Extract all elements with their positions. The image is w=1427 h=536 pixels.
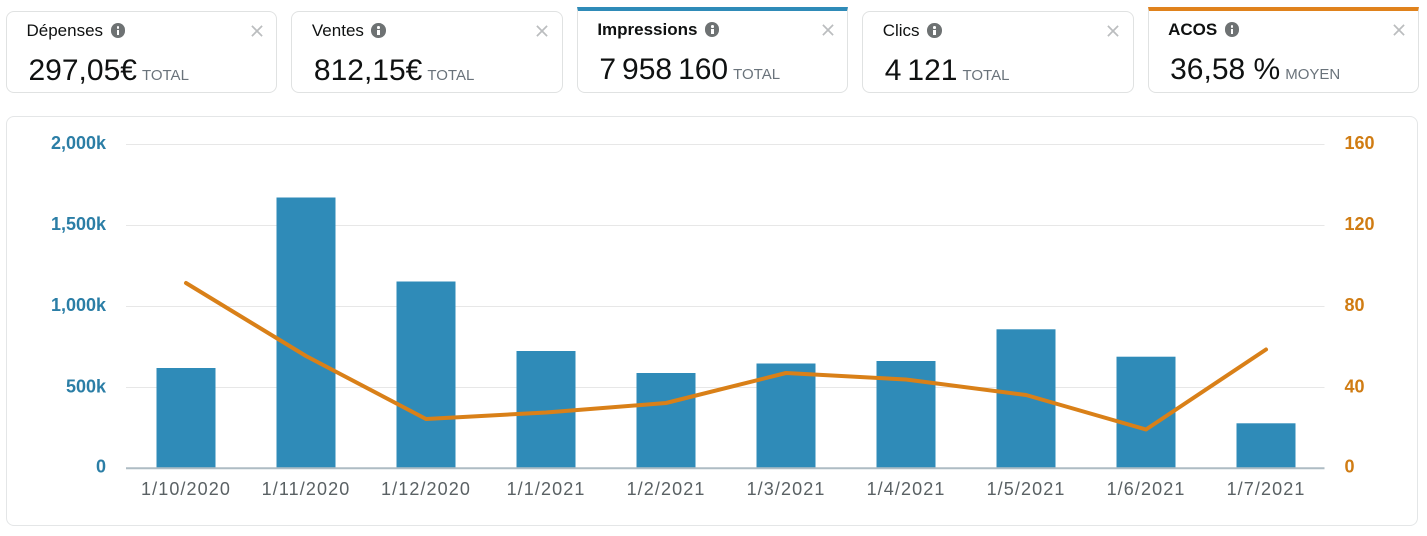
svg-text:1/5/2021: 1/5/2021 <box>987 479 1066 499</box>
svg-text:40: 40 <box>1345 376 1365 396</box>
svg-text:1/4/2021: 1/4/2021 <box>867 479 946 499</box>
svg-text:1,000k: 1,000k <box>51 295 107 315</box>
svg-text:500k: 500k <box>66 376 107 396</box>
svg-text:1/6/2021: 1/6/2021 <box>1107 479 1186 499</box>
svg-text:1/7/2021: 1/7/2021 <box>1227 479 1306 499</box>
svg-text:1/1/2021: 1/1/2021 <box>507 479 586 499</box>
svg-text:1/11/2020: 1/11/2020 <box>262 479 351 499</box>
svg-text:2,000k: 2,000k <box>51 133 107 153</box>
svg-text:1,500k: 1,500k <box>51 214 107 234</box>
svg-text:1/3/2021: 1/3/2021 <box>747 479 826 499</box>
svg-text:1/10/2020: 1/10/2020 <box>141 479 231 499</box>
svg-text:1/2/2021: 1/2/2021 <box>627 479 706 499</box>
svg-text:160: 160 <box>1345 133 1375 153</box>
svg-text:120: 120 <box>1345 214 1375 234</box>
svg-text:80: 80 <box>1345 295 1365 315</box>
svg-text:0: 0 <box>1345 457 1355 477</box>
svg-text:0: 0 <box>96 457 106 477</box>
svg-text:1/12/2020: 1/12/2020 <box>381 479 471 499</box>
